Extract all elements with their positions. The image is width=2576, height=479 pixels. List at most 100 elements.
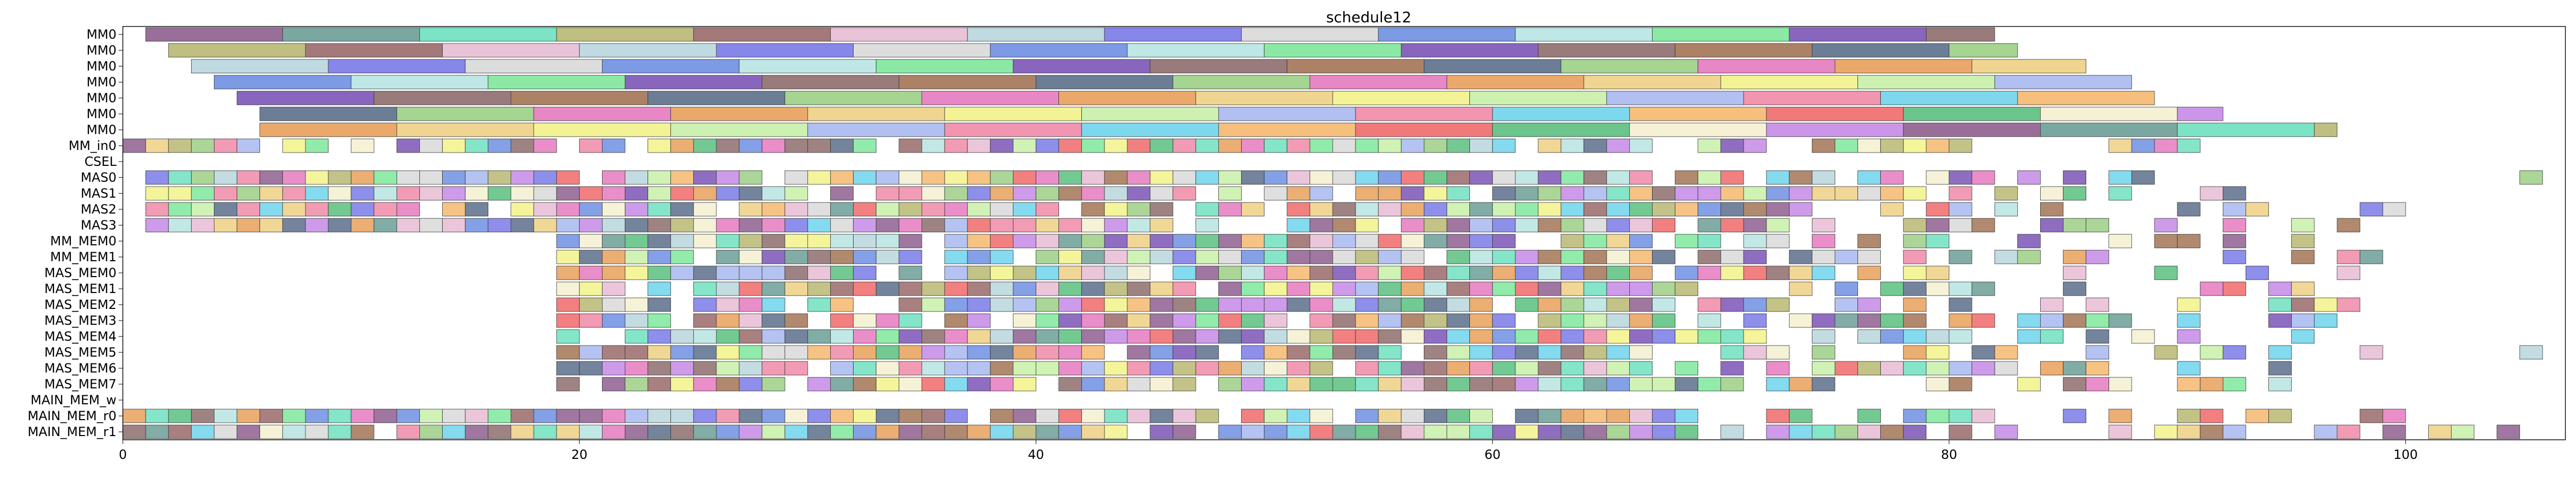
task-bar: [1378, 297, 1402, 312]
task-bar: [1469, 234, 1493, 249]
task-bar: [1332, 250, 1356, 264]
task-bar: [1515, 424, 1539, 439]
task-bar: [1560, 250, 1584, 264]
task-bar: [648, 313, 671, 328]
task-bar: [1309, 313, 1333, 328]
y-tick-label: MM0: [86, 91, 116, 105]
task-bar: [648, 361, 671, 376]
task-bar: [1515, 361, 1539, 376]
task-bar: [1560, 345, 1584, 360]
task-bar: [1081, 377, 1105, 392]
y-tick-label: MAS1: [80, 186, 116, 201]
task-bar: [1264, 186, 1288, 201]
task-bar: [921, 202, 945, 217]
task-bar: [807, 107, 945, 121]
task-bar: [739, 202, 762, 217]
task-bar: [1081, 202, 1105, 217]
task-bar: [2314, 424, 2338, 439]
task-bar: [1652, 27, 1790, 42]
task-bar: [1720, 202, 1744, 217]
task-bar: [191, 138, 214, 153]
task-bar: [1401, 234, 1424, 249]
task-bar: [1880, 424, 1904, 439]
task-bar: [1423, 138, 1447, 153]
task-bar: [602, 313, 625, 328]
task-bar: [282, 186, 306, 201]
task-bar: [899, 361, 922, 376]
task-bar: [2268, 281, 2292, 296]
task-bar: [1469, 218, 1493, 233]
task-bar: [1538, 377, 1561, 392]
task-bar: [1058, 345, 1082, 360]
task-bar: [1127, 250, 1151, 264]
task-bar: [191, 59, 329, 74]
task-bar: [2291, 234, 2315, 249]
task-bar: [1309, 186, 1333, 201]
task-bar: [2063, 281, 2087, 296]
task-bar: [1835, 297, 1858, 312]
task-bar: [784, 409, 808, 423]
task-bar: [807, 329, 831, 344]
task-bar: [579, 281, 603, 296]
task-bar: [2017, 234, 2041, 249]
task-bar: [1241, 250, 1265, 264]
task-bar: [1606, 170, 1630, 185]
task-bar: [237, 170, 261, 185]
task-bar: [1766, 234, 1790, 249]
task-bar: [784, 138, 808, 153]
task-bar: [351, 138, 374, 153]
task-bar: [1766, 297, 1790, 312]
task-bar: [1857, 313, 1881, 328]
task-bar: [1036, 234, 1059, 249]
task-bar: [853, 138, 877, 153]
task-bar: [1560, 186, 1584, 201]
task-bar: [1150, 313, 1173, 328]
task-bar: [579, 202, 603, 217]
task-bar: [556, 186, 580, 201]
task-bar: [1515, 250, 1539, 264]
task-bar: [1332, 329, 1356, 344]
task-bar: [1583, 313, 1607, 328]
task-bar: [1241, 424, 1265, 439]
task-bar: [1994, 250, 2018, 264]
task-bar: [1378, 27, 1516, 42]
task-bar: [784, 313, 808, 328]
x-tick-label: 40: [1028, 447, 1044, 462]
task-bar: [899, 409, 922, 423]
task-bar: [1811, 313, 1835, 328]
task-bar: [556, 250, 580, 264]
task-bar: [1492, 138, 1516, 153]
task-bar: [1652, 186, 1676, 201]
task-bar: [1492, 122, 1630, 137]
y-tick-label: MAS_MEM6: [44, 361, 116, 376]
task-bar: [1469, 265, 1493, 280]
task-bar: [237, 186, 261, 201]
task-bar: [1104, 281, 1128, 296]
task-bar: [1287, 138, 1311, 153]
task-bar: [2108, 313, 2132, 328]
task-bar: [2063, 170, 2087, 185]
task-bar: [944, 250, 968, 264]
task-bar: [921, 281, 945, 296]
task-bar: [1789, 424, 1812, 439]
task-bar: [1081, 107, 1219, 121]
task-bar: [1675, 170, 1699, 185]
task-bar: [1720, 345, 1744, 360]
task-bar: [533, 218, 557, 233]
task-bar: [1309, 218, 1333, 233]
task-bar: [693, 170, 717, 185]
task-bar: [876, 424, 900, 439]
task-bar: [853, 170, 877, 185]
task-bar: [419, 218, 443, 233]
task-bar: [1012, 59, 1151, 74]
task-bar: [761, 138, 785, 153]
task-bar: [2359, 202, 2383, 217]
y-tick-label: MAIN_MEM_w: [31, 393, 116, 407]
task-bar: [1994, 361, 2018, 376]
task-bar: [2017, 170, 2041, 185]
task-bar: [1789, 170, 1812, 185]
task-bar: [1423, 265, 1447, 280]
task-bar: [899, 202, 922, 217]
task-bar: [990, 170, 1013, 185]
task-bar: [1515, 218, 1539, 233]
